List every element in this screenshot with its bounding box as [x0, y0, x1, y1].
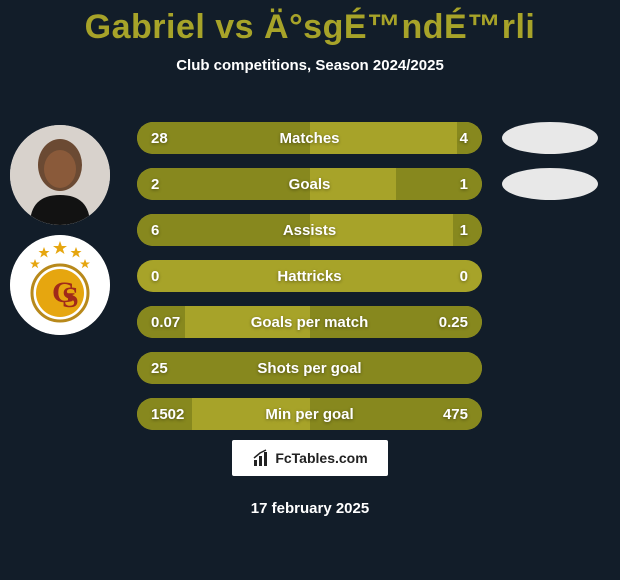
page-title: Gabriel vs Ä°sgÉ™ndÉ™rli	[0, 0, 620, 47]
page-subtitle: Club competitions, Season 2024/2025	[0, 57, 620, 74]
date-label: 17 february 2025	[251, 500, 369, 517]
stat-row: 0Hattricks0	[137, 260, 482, 292]
stat-right-value: 1	[446, 168, 482, 200]
player-right-club-badge: G S	[10, 235, 110, 335]
stats-bars: 28Matches4 2Goals1 6Assists1 0Hattricks0 0.0…	[137, 122, 482, 430]
player-left-avatar	[10, 125, 110, 225]
brand-name: FcTables.com	[275, 450, 367, 466]
stat-label: Matches	[137, 122, 482, 154]
brand-logo-box[interactable]: FcTables.com	[232, 440, 388, 476]
avatars-column: G S	[10, 125, 110, 335]
stat-row: 0.07Goals per match0.25	[137, 306, 482, 338]
stat-label: Shots per goal	[137, 352, 482, 384]
stat-row: 2Goals1	[137, 168, 482, 200]
stat-right-value: 4	[446, 122, 482, 154]
stat-label: Hattricks	[137, 260, 482, 292]
stat-right-value	[454, 352, 482, 384]
stat-row: 28Matches4	[137, 122, 482, 154]
club-badge-icon: G S	[10, 235, 110, 335]
stat-label: Assists	[137, 214, 482, 246]
ellipse-placeholder	[502, 168, 598, 200]
stat-right-value: 1	[446, 214, 482, 246]
chart-icon	[252, 448, 272, 468]
svg-text:S: S	[62, 281, 79, 314]
stat-right-value: 0	[446, 260, 482, 292]
stat-row: 25Shots per goal	[137, 352, 482, 384]
person-icon	[10, 125, 110, 225]
stat-right-value: 475	[429, 398, 482, 430]
stat-row: 6Assists1	[137, 214, 482, 246]
stat-row: 1502Min per goal475	[137, 398, 482, 430]
stat-label: Goals	[137, 168, 482, 200]
right-ellipses	[502, 122, 598, 200]
ellipse-placeholder	[502, 122, 598, 154]
stat-right-value: 0.25	[425, 306, 482, 338]
